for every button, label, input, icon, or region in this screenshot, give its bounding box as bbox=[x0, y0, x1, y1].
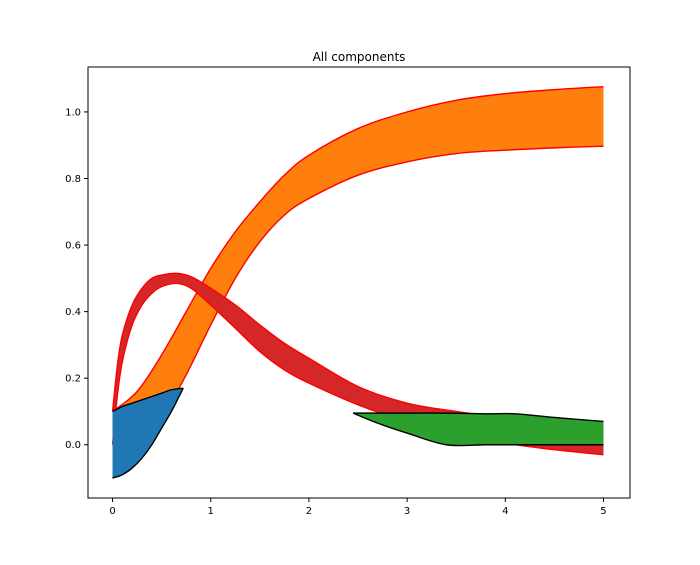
series-2-fill bbox=[112, 388, 184, 479]
series-3-fill bbox=[353, 413, 604, 446]
y-tick-label: 0.0 bbox=[65, 440, 81, 451]
series-3-lower-edge bbox=[352, 412, 604, 447]
series-layer bbox=[111, 85, 604, 479]
series-0-upper-edge bbox=[112, 85, 604, 413]
series-1-fill bbox=[112, 273, 604, 455]
x-tick-label: 3 bbox=[404, 506, 410, 517]
x-tick-label: 4 bbox=[502, 506, 508, 517]
y-tick-label: 1.0 bbox=[65, 107, 81, 118]
plot-frame bbox=[87, 66, 631, 499]
series-3-upper-edge bbox=[353, 412, 604, 423]
series-3-band bbox=[352, 412, 604, 447]
y-tick-label: 0.4 bbox=[65, 307, 81, 318]
axes-layer: 0 1 2 3 4 5 0.0 0.2 0.4 0.6 0.8 1.0 bbox=[65, 66, 631, 517]
y-tick-label: 0.2 bbox=[65, 374, 81, 385]
series-0-fill bbox=[112, 86, 604, 479]
series-1-upper-edge bbox=[111, 272, 604, 428]
series-2-band bbox=[112, 387, 184, 479]
x-tick-label: 0 bbox=[109, 506, 115, 517]
x-tick-label: 1 bbox=[208, 506, 214, 517]
chart-title: All components bbox=[313, 50, 406, 64]
series-2-lower-edge bbox=[112, 387, 184, 479]
series-2-upper-edge bbox=[112, 387, 184, 413]
x-tick-label: 2 bbox=[306, 506, 312, 517]
x-tick-label: 5 bbox=[600, 506, 606, 517]
y-tick-label: 0.8 bbox=[65, 174, 81, 185]
y-tick-label: 0.6 bbox=[65, 241, 81, 252]
